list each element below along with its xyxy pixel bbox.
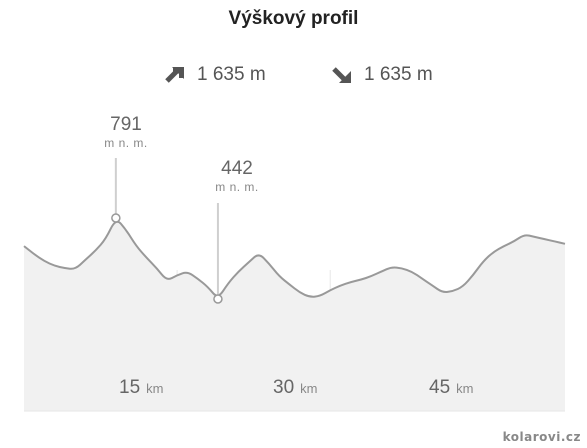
min-elevation-label: 442 m n. m. [197, 158, 277, 194]
marker-point [111, 213, 121, 223]
arrow-up-right-icon [164, 63, 188, 87]
descent-value: 1 635 m [364, 64, 433, 85]
x-tick-unit: km [456, 381, 474, 396]
brand-logo[interactable]: kolarovi.cz [502, 430, 581, 444]
x-tick-unit: km [300, 381, 318, 396]
total-ascent: 1 635 m [164, 62, 266, 88]
x-tick-value: 15 [119, 377, 141, 398]
ascent-value: 1 635 m [197, 64, 266, 85]
max-elevation-label: 791 m n. m. [86, 114, 166, 150]
x-tick-value: 45 [429, 377, 451, 398]
peak-markers [111, 158, 223, 304]
min-elevation-value: 442 [221, 158, 253, 179]
max-elevation-value: 791 [110, 114, 142, 135]
marker-point [213, 294, 223, 304]
arrow-down-right-icon [331, 63, 355, 87]
x-tick-45: 45 km [429, 377, 473, 399]
x-tick-unit: km [146, 381, 164, 396]
min-elevation-unit: m n. m. [215, 180, 259, 194]
x-tick-value: 30 [273, 377, 295, 398]
x-tick-30: 30 km [273, 377, 317, 399]
chart-title: Výškový profil [228, 8, 359, 29]
max-elevation-unit: m n. m. [104, 136, 148, 150]
x-tick-15: 15 km [119, 377, 163, 399]
elevation-line [23, 220, 566, 298]
elevation-area [24, 221, 565, 411]
total-descent: 1 635 m [331, 62, 433, 88]
